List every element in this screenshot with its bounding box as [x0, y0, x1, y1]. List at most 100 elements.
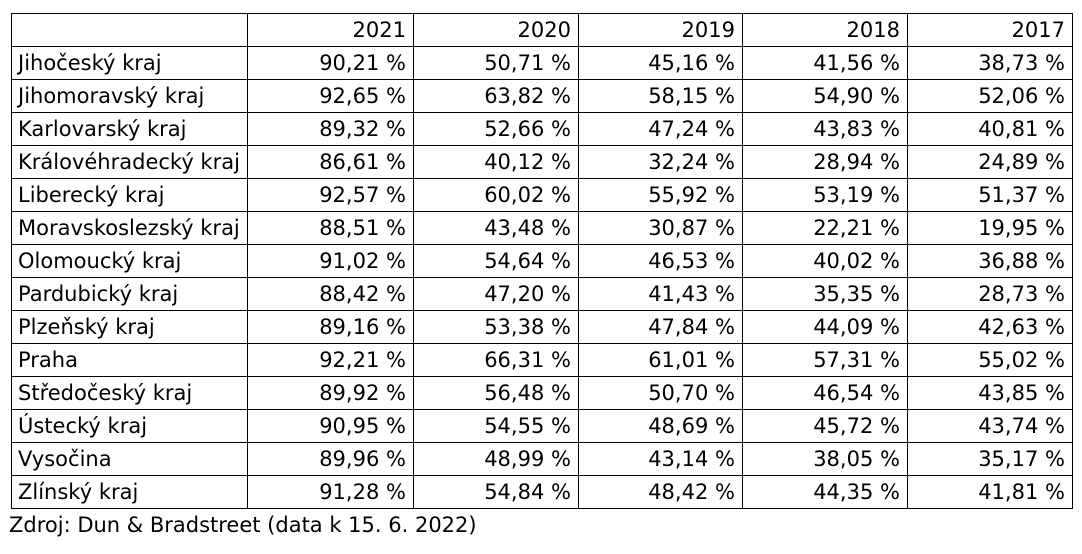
table-row: Vysočina 89,96 % 48,99 % 43,14 % 38,05 % 35,1… [11, 442, 1073, 476]
value-cell: 47,84 % [577, 310, 743, 344]
value-cell: 43,85 % [906, 376, 1073, 410]
table-row: Zlínský kraj 91,28 % 54,84 % 48,42 % 44,35 %… [11, 475, 1073, 509]
table-row: Jihočeský kraj 90,21 % 50,71 % 45,16 % 41,56… [11, 46, 1073, 80]
region-name-cell: Zlínský kraj [11, 475, 248, 509]
region-name-cell: Plzeňský kraj [11, 310, 248, 344]
region-name-cell: Vysočina [11, 442, 248, 476]
table-row: Středočeský kraj 89,92 % 56,48 % 50,70 % 46,… [11, 376, 1073, 410]
value-cell: 41,81 % [906, 475, 1073, 509]
value-cell: 36,88 % [906, 244, 1073, 278]
value-cell: 35,17 % [906, 442, 1073, 476]
value-cell: 30,87 % [577, 211, 743, 245]
region-name-cell: Jihočeský kraj [11, 46, 248, 80]
value-cell: 92,21 % [246, 343, 414, 377]
value-cell: 40,81 % [906, 112, 1073, 146]
value-cell: 54,90 % [741, 79, 908, 113]
region-name-cell: Olomoucký kraj [11, 244, 248, 278]
value-cell: 44,09 % [741, 310, 908, 344]
region-name-cell: Liberecký kraj [11, 178, 248, 212]
value-cell: 52,66 % [412, 112, 579, 146]
value-cell: 90,21 % [246, 46, 414, 80]
value-cell: 54,84 % [412, 475, 579, 509]
value-cell: 89,32 % [246, 112, 414, 146]
value-cell: 45,72 % [741, 409, 908, 443]
header-cell-year: 2017 [906, 13, 1073, 47]
value-cell: 35,35 % [741, 277, 908, 311]
value-cell: 88,51 % [246, 211, 414, 245]
value-cell: 86,61 % [246, 145, 414, 179]
table-row: Ústecký kraj 90,95 % 54,55 % 48,69 % 45,72 %… [11, 409, 1073, 443]
value-cell: 48,42 % [577, 475, 743, 509]
table-row: Olomoucký kraj 91,02 % 54,64 % 46,53 % 40,02… [11, 244, 1073, 278]
data-table: 2021 2020 2019 2018 2017 Jihočeský kraj 9… [11, 13, 1073, 509]
region-name-cell: Královéhradecký kraj [11, 145, 248, 179]
value-cell: 22,21 % [741, 211, 908, 245]
value-cell: 55,92 % [577, 178, 743, 212]
value-cell: 47,24 % [577, 112, 743, 146]
table-body: Jihočeský kraj 90,21 % 50,71 % 45,16 % 41,56… [11, 46, 1073, 509]
value-cell: 32,24 % [577, 145, 743, 179]
table-row: Pardubický kraj 88,42 % 47,20 % 41,43 % 35,3… [11, 277, 1073, 311]
value-cell: 43,83 % [741, 112, 908, 146]
value-cell: 44,35 % [741, 475, 908, 509]
value-cell: 40,02 % [741, 244, 908, 278]
value-cell: 51,37 % [906, 178, 1073, 212]
header-cell-year: 2021 [246, 13, 414, 47]
value-cell: 58,15 % [577, 79, 743, 113]
value-cell: 42,63 % [906, 310, 1073, 344]
value-cell: 92,57 % [246, 178, 414, 212]
value-cell: 89,96 % [246, 442, 414, 476]
value-cell: 40,12 % [412, 145, 579, 179]
value-cell: 57,31 % [741, 343, 908, 377]
table-row: Moravskoslezský kraj 88,51 % 43,48 % 30,87 … [11, 211, 1073, 245]
value-cell: 41,56 % [741, 46, 908, 80]
region-name-cell: Ústecký kraj [11, 409, 248, 443]
table-row: Jihomoravský kraj 92,65 % 63,82 % 58,15 % 54… [11, 79, 1073, 113]
value-cell: 88,42 % [246, 277, 414, 311]
region-name-cell: Pardubický kraj [11, 277, 248, 311]
value-cell: 43,48 % [412, 211, 579, 245]
value-cell: 89,16 % [246, 310, 414, 344]
value-cell: 50,70 % [577, 376, 743, 410]
region-name-cell: Karlovarský kraj [11, 112, 248, 146]
value-cell: 43,74 % [906, 409, 1073, 443]
value-cell: 41,43 % [577, 277, 743, 311]
header-cell-year: 2019 [577, 13, 743, 47]
table-row: Královéhradecký kraj 86,61 % 40,12 % 32,24 … [11, 145, 1073, 179]
value-cell: 61,01 % [577, 343, 743, 377]
value-cell: 54,64 % [412, 244, 579, 278]
value-cell: 52,06 % [906, 79, 1073, 113]
table-row: Karlovarský kraj 89,32 % 52,66 % 47,24 % 43,… [11, 112, 1073, 146]
table-row: Plzeňský kraj 89,16 % 53,38 % 47,84 % 44,09 … [11, 310, 1073, 344]
value-cell: 53,19 % [741, 178, 908, 212]
value-cell: 24,89 % [906, 145, 1073, 179]
region-name-cell: Moravskoslezský kraj [11, 211, 248, 245]
value-cell: 92,65 % [246, 79, 414, 113]
value-cell: 89,92 % [246, 376, 414, 410]
value-cell: 91,02 % [246, 244, 414, 278]
header-cell-year: 2018 [741, 13, 908, 47]
region-name-cell: Středočeský kraj [11, 376, 248, 410]
value-cell: 90,95 % [246, 409, 414, 443]
table-header: 2021 2020 2019 2018 2017 [11, 13, 1073, 47]
table-row: Praha 92,21 % 66,31 % 61,01 % 57,31 % 55,02 % [11, 343, 1073, 377]
region-name-cell: Praha [11, 343, 248, 377]
value-cell: 47,20 % [412, 277, 579, 311]
header-row: 2021 2020 2019 2018 2017 [11, 13, 1073, 47]
value-cell: 48,69 % [577, 409, 743, 443]
value-cell: 66,31 % [412, 343, 579, 377]
value-cell: 55,02 % [906, 343, 1073, 377]
region-name-cell: Jihomoravský kraj [11, 79, 248, 113]
value-cell: 38,05 % [741, 442, 908, 476]
value-cell: 19,95 % [906, 211, 1073, 245]
value-cell: 45,16 % [577, 46, 743, 80]
value-cell: 48,99 % [412, 442, 579, 476]
value-cell: 91,28 % [246, 475, 414, 509]
value-cell: 54,55 % [412, 409, 579, 443]
value-cell: 50,71 % [412, 46, 579, 80]
table-row: Liberecký kraj 92,57 % 60,02 % 55,92 % 53,19… [11, 178, 1073, 212]
value-cell: 38,73 % [906, 46, 1073, 80]
source-note: Zdroj: Dun & Bradstreet (data k 15. 6. 2… [9, 513, 477, 537]
header-cell-year: 2020 [412, 13, 579, 47]
